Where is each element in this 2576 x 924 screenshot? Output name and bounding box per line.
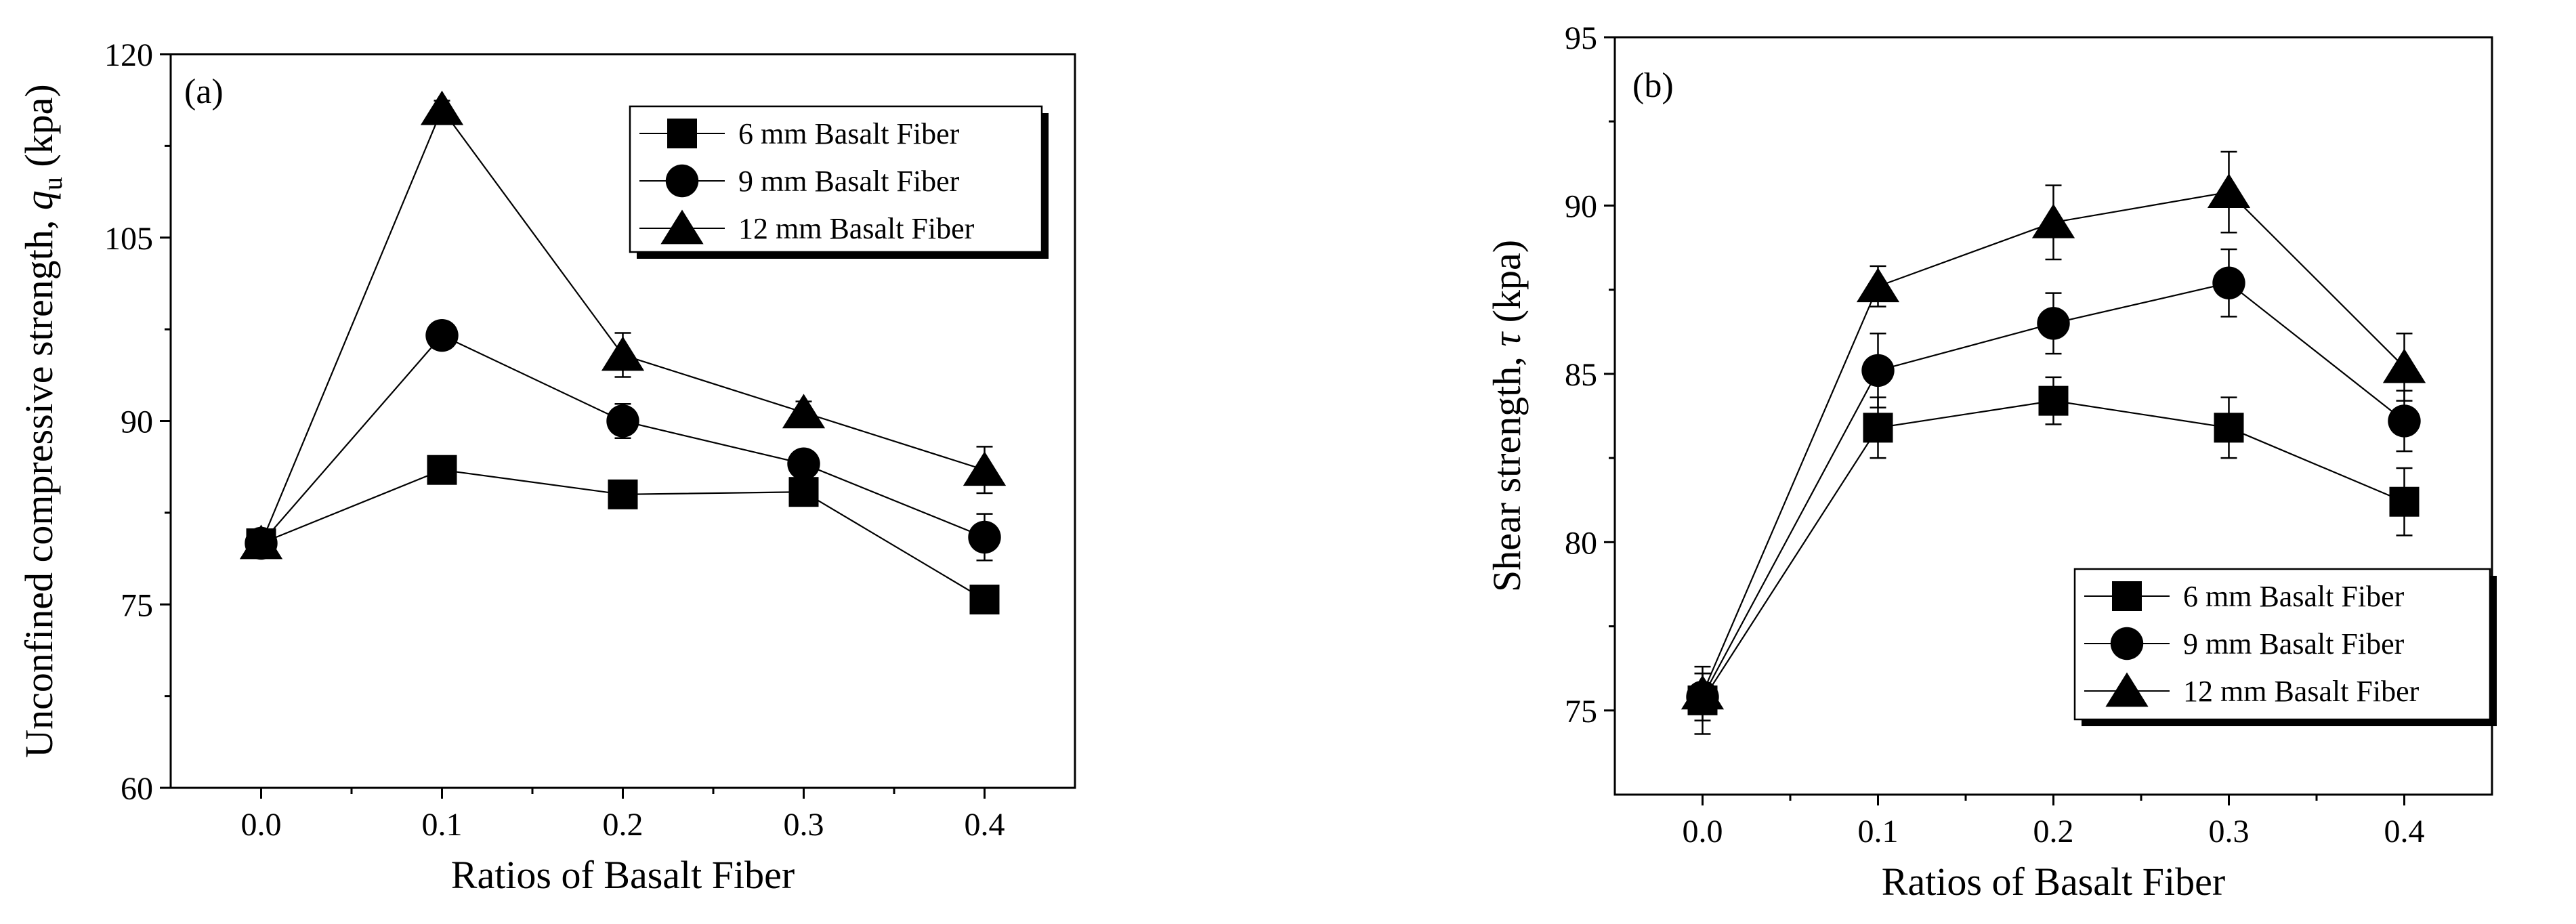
legend-label: 9 mm Basalt Fiber [738, 165, 960, 198]
chart-panel-a: 0.0 0.1 0.2 0.3 0.4 60 75 90 105 120 Ratios of Bas… [17, 37, 1076, 897]
data-point [968, 520, 1001, 554]
y-axis-title-symbol: q [17, 190, 61, 210]
legend: 6 mm Basalt Fiber 9 mm Basalt Fiber 12 mm … [629, 105, 1049, 259]
y-tick-label: 95 [1565, 20, 1597, 56]
data-point [608, 479, 638, 509]
y-axis-title-prefix: Shear strength, [1485, 347, 1529, 592]
data-point [1681, 675, 1725, 710]
y-tick-label: 90 [1565, 188, 1597, 224]
data-point [2388, 404, 2421, 438]
legend-marker [660, 209, 704, 245]
data-point [787, 447, 820, 480]
y-tick-label: 75 [1565, 694, 1597, 730]
legend-marker [665, 164, 699, 198]
legend-marker [2110, 627, 2144, 660]
data-point [2031, 203, 2075, 238]
data-point [2212, 266, 2245, 299]
series-triangle [239, 90, 1007, 560]
x-tick-label: 0.4 [2384, 814, 2425, 849]
y-axis-title-suffix: (kpa) [17, 84, 61, 177]
data-point [782, 394, 826, 429]
legend-label: 12 mm Basalt Fiber [2183, 675, 2420, 708]
data-point [2214, 413, 2244, 443]
data-point [606, 404, 639, 438]
y-axis-title-prefix: Unconfined compressive strength, [17, 210, 61, 758]
data-point [420, 90, 464, 125]
y-axis-title-symbol: τ [1485, 331, 1529, 347]
y-tick-label: 105 [104, 221, 153, 257]
series-circle [245, 318, 1001, 562]
panel-label: (b) [1632, 66, 1674, 105]
legend-label: 6 mm Basalt Fiber [2183, 580, 2405, 613]
legend-label: 6 mm Basalt Fiber [738, 117, 960, 150]
legend-label: 12 mm Basalt Fiber [738, 212, 975, 245]
y-axis-title-subscript: u [37, 177, 68, 190]
legend-label: 9 mm Basalt Fiber [2183, 627, 2405, 660]
legend-marker [2105, 672, 2149, 707]
x-axis-title: Ratios of Basalt Fiber [1882, 860, 2225, 904]
x-tick-label: 0.4 [965, 807, 1005, 843]
x-tick-label: 0.2 [603, 807, 643, 843]
data-point [425, 318, 459, 352]
data-point [788, 477, 819, 507]
y-axis-title-suffix: (kpa) [1485, 240, 1529, 333]
x-tick-label: 0.1 [1858, 814, 1899, 849]
data-point [969, 585, 1000, 615]
data-point [2207, 173, 2251, 208]
data-point [2038, 385, 2069, 416]
y-tick-label: 85 [1565, 357, 1597, 393]
data-point [239, 524, 283, 560]
data-point [427, 455, 457, 485]
x-tick-label: 0.3 [784, 807, 824, 843]
legend: 6 mm Basalt Fiber 9 mm Basalt Fiber 12 mm … [2073, 568, 2497, 726]
x-axis-title: Ratios of Basalt Fiber [451, 853, 795, 897]
data-point [2382, 348, 2426, 383]
x-tick-label: 0.2 [2033, 814, 2074, 849]
y-tick-label: 75 [121, 587, 153, 623]
panel-label: (a) [184, 72, 224, 111]
series-triangle [1681, 150, 2426, 715]
y-axis-title: Shear strength, τ (kpa) [1485, 240, 1529, 592]
data-point [963, 451, 1007, 486]
data-point [1863, 413, 1893, 443]
x-tick-label: 0.0 [241, 807, 282, 843]
chart-panel-b: 0.0 0.1 0.2 0.3 0.4 75 80 85 90 95 Ratios of Basal… [1485, 20, 2497, 904]
y-tick-label: 90 [121, 404, 153, 440]
y-axis-title: Unconfined compressive strength, qu (kpa… [17, 84, 68, 757]
data-point [601, 336, 645, 371]
data-point [1861, 354, 1895, 387]
y-tick-label: 80 [1565, 525, 1597, 561]
x-tick-label: 0.3 [2209, 814, 2250, 849]
legend-marker [667, 119, 697, 148]
y-tick-label: 120 [104, 37, 153, 73]
x-tick-label: 0.1 [422, 807, 463, 843]
series-square [246, 455, 1000, 615]
data-point [1856, 268, 1900, 303]
data-point [2037, 307, 2070, 340]
data-point [2389, 486, 2420, 517]
legend-marker [2112, 581, 2142, 611]
x-tick-label: 0.0 [1683, 814, 1723, 849]
y-tick-label: 60 [121, 771, 153, 807]
